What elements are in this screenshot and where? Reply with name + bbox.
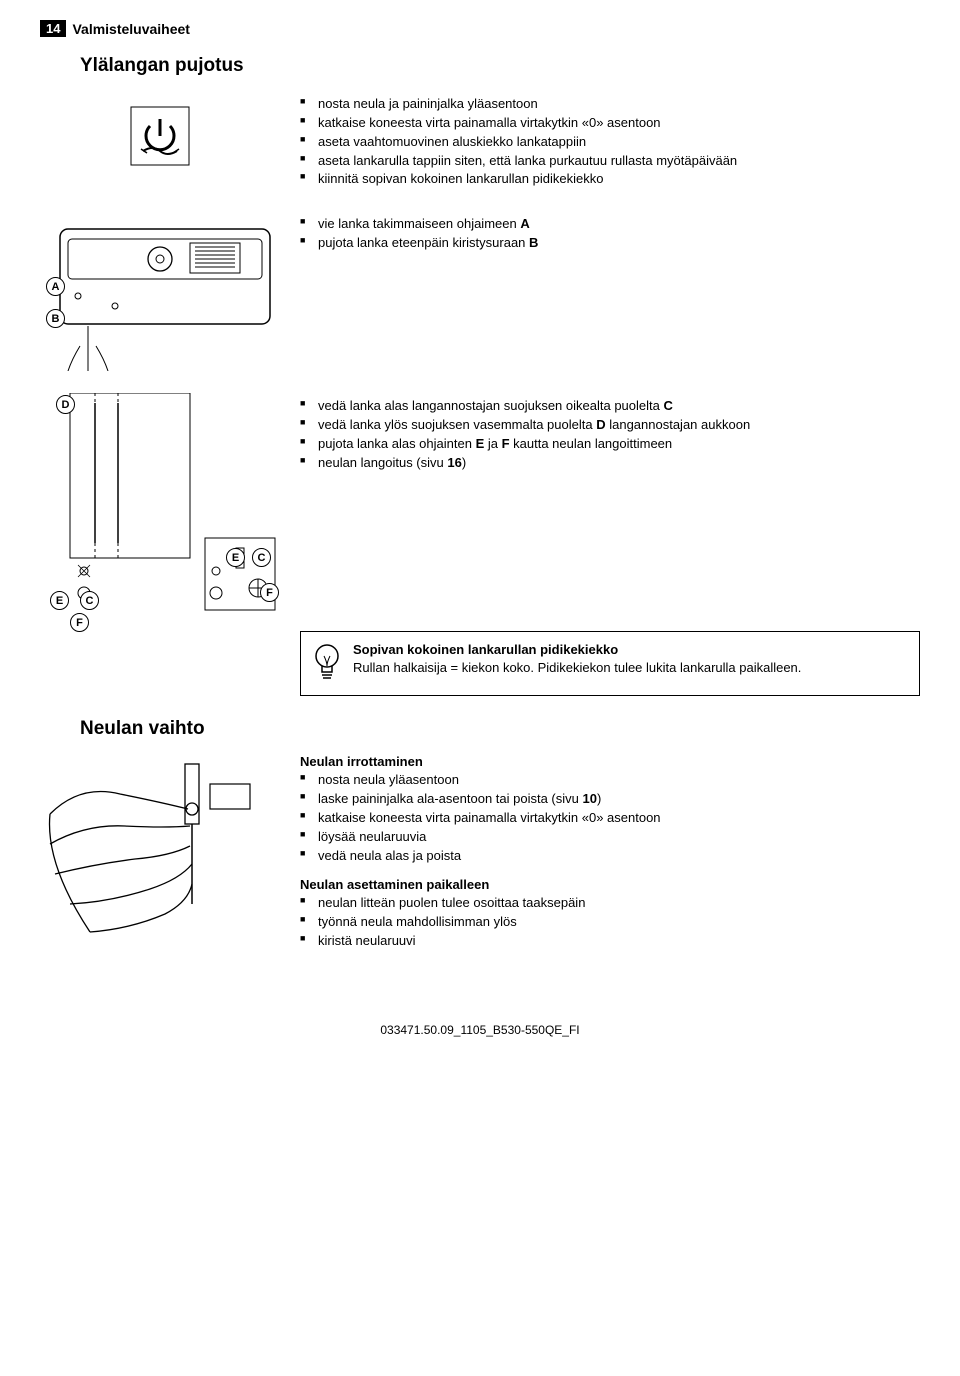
illustration-guide-ab: A B — [40, 211, 280, 371]
list-item: vedä lanka ylös suojuksen vasemmalta puo… — [300, 416, 920, 435]
tip-title: Sopivan kokoinen lankarullan pidikekiekk… — [353, 642, 801, 657]
threading-block-3: D E C F E C F vedä lanka alas langannost… — [40, 393, 920, 623]
power-icon — [125, 101, 195, 171]
hand-needle-icon — [40, 754, 280, 934]
list-item: nosta neula ja paininjalka yläasentoon — [300, 95, 920, 114]
page-number: 14 — [40, 20, 66, 37]
illustration-power-off — [40, 91, 280, 181]
threading-block-2: A B vie lanka takimmaiseen ohjaimeen A p… — [40, 211, 920, 371]
page-header: 14 Valmisteluvaiheet — [40, 20, 920, 37]
needle-insert-heading: Neulan asettaminen paikalleen — [300, 877, 920, 892]
page-header-title: Valmisteluvaiheet — [72, 21, 190, 37]
tip-box: Sopivan kokoinen lankarullan pidikekiekk… — [300, 631, 920, 696]
lightbulb-icon — [313, 642, 341, 685]
illustration-needle-change — [40, 754, 280, 934]
threading-block-3-text: vedä lanka alas langannostajan suojuksen… — [300, 393, 920, 472]
list-item: työnnä neula mahdollisimman ylös — [300, 913, 920, 932]
machine-top-icon — [40, 211, 280, 371]
thread-path-icon — [40, 393, 280, 623]
list-item: neulan langoitus (sivu 16) — [300, 454, 920, 473]
label-f: F — [70, 613, 89, 632]
list-item: laske paininjalka ala-asentoon tai poist… — [300, 790, 920, 809]
list-item: katkaise koneesta virta painamalla virta… — [300, 114, 920, 133]
illustration-cdef: D E C F E C F — [40, 393, 280, 623]
list-item: kiinnitä sopivan kokoinen lankarullan pi… — [300, 170, 920, 189]
list-item: vedä lanka alas langannostajan suojuksen… — [300, 397, 920, 416]
tip-body: Rullan halkaisija = kiekon koko. Pidikek… — [353, 659, 801, 677]
list-item: neulan litteän puolen tulee osoittaa taa… — [300, 894, 920, 913]
footer-doc-id: 033471.50.09_1105_B530-550QE_FI — [40, 1023, 920, 1037]
list-item: aseta vaahtomuovinen aluskiekko lankatap… — [300, 133, 920, 152]
threading-block-1: nosta neula ja paininjalka yläasentoon k… — [40, 91, 920, 189]
needle-remove-heading: Neulan irrottaminen — [300, 754, 920, 769]
section-title-threading: Ylälangan pujotus — [80, 55, 920, 77]
list-item: vie lanka takimmaiseen ohjaimeen A — [300, 215, 920, 234]
list-item: nosta neula yläasentoon — [300, 771, 920, 790]
threading-block-1-text: nosta neula ja paininjalka yläasentoon k… — [300, 91, 920, 189]
list-item: aseta lankarulla tappiin siten, että lan… — [300, 152, 920, 171]
list-item: löysää neularuuvia — [300, 828, 920, 847]
needle-text: Neulan irrottaminen nosta neula yläasent… — [300, 754, 920, 963]
list-item: pujota lanka eteenpäin kiristysuraan B — [300, 234, 920, 253]
threading-block-2-text: vie lanka takimmaiseen ohjaimeen A pujot… — [300, 211, 920, 253]
list-item: katkaise koneesta virta painamalla virta… — [300, 809, 920, 828]
list-item: kiristä neularuuvi — [300, 932, 920, 951]
list-item: vedä neula alas ja poista — [300, 847, 920, 866]
section-title-needle: Neulan vaihto — [80, 718, 920, 740]
needle-block: Neulan irrottaminen nosta neula yläasent… — [40, 754, 920, 963]
list-item: pujota lanka alas ohjainten E ja F kautt… — [300, 435, 920, 454]
